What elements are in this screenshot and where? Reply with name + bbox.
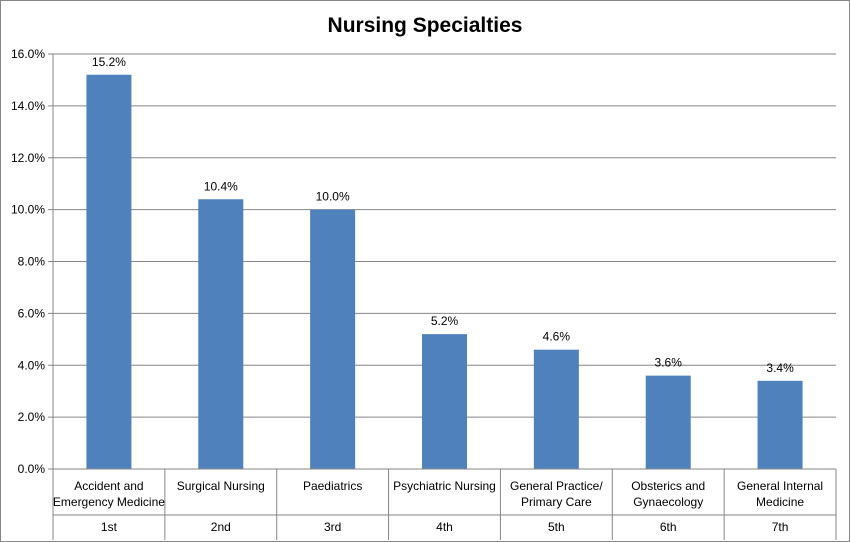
- category-rank-label: 2nd: [211, 520, 231, 534]
- gridlines: [53, 53, 836, 418]
- category-rank-label: 1st: [101, 520, 118, 534]
- category-label: Psychiatric Nursing: [393, 479, 496, 493]
- y-tick-label: 4.0%: [18, 358, 46, 372]
- category-rank-label: 5th: [548, 520, 565, 534]
- bar: [645, 375, 691, 469]
- data-label: 10.4%: [204, 179, 238, 193]
- category-label: Obsterics and Gynaecology: [631, 479, 705, 509]
- category-rank-label: 3rd: [324, 520, 341, 534]
- category-label: Accident and Emergency Medicine: [53, 479, 165, 509]
- y-tick-label: 14.0%: [11, 99, 45, 113]
- bar: [533, 349, 579, 469]
- y-tick-label: 0.0%: [18, 462, 46, 476]
- category-rank-label: 7th: [772, 520, 789, 534]
- category-label: General Internal Medicine: [737, 479, 823, 509]
- category-label: Surgical Nursing: [177, 479, 265, 493]
- bar: [310, 209, 356, 469]
- data-label: 10.0%: [316, 190, 350, 204]
- bar: [198, 199, 244, 469]
- data-label: 5.2%: [431, 314, 459, 328]
- y-tick-label: 12.0%: [11, 151, 45, 165]
- y-tick-label: 8.0%: [18, 255, 46, 269]
- data-label: 3.6%: [655, 356, 683, 370]
- bars: 15.2% 10.4% 10.0% 5.2% 4.6% 3.6% 3.4%: [86, 55, 803, 469]
- category-rank-label: 4th: [436, 520, 453, 534]
- y-tick-label: 6.0%: [18, 306, 46, 320]
- y-axis: 0.0% 2.0% 4.0% 6.0% 8.0% 10.0% 12.0% 14.0% 16.0%: [11, 47, 54, 476]
- bar: [86, 74, 132, 469]
- category-rank-label: 6th: [660, 520, 677, 534]
- x-axis: Accident and Emergency Medicine 1st Surgica…: [52, 468, 837, 540]
- category-label: General Practice/Primary Care: [510, 479, 603, 509]
- data-label: 3.4%: [766, 361, 794, 375]
- data-label: 15.2%: [92, 55, 126, 69]
- bar: [757, 380, 803, 469]
- y-tick-label: 16.0%: [11, 47, 45, 61]
- data-label: 4.6%: [543, 330, 571, 344]
- chart-title: Nursing Specialties: [328, 14, 523, 37]
- y-tick-label: 10.0%: [11, 203, 45, 217]
- category-label: Paediatrics: [303, 479, 362, 493]
- y-tick-label: 2.0%: [18, 410, 46, 424]
- bar: [422, 334, 467, 469]
